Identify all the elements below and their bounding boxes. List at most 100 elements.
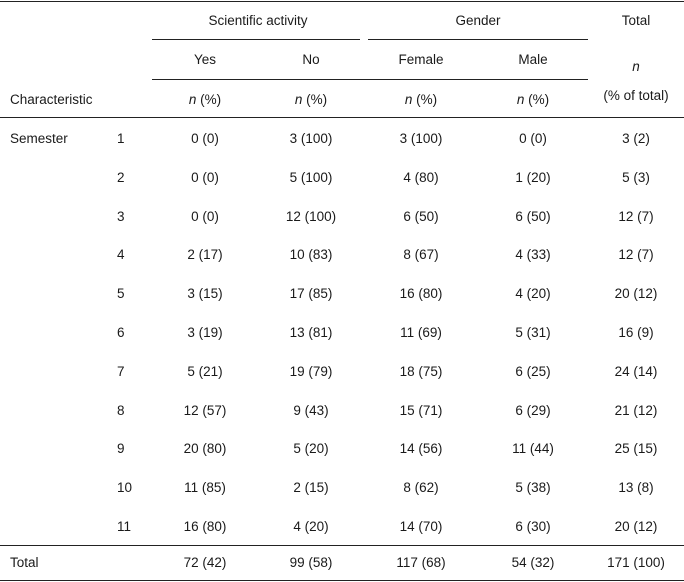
cell-no: 12 (100) [285, 209, 337, 224]
cell-total: 16 (9) [618, 325, 654, 340]
cell-female: 14 (56) [399, 441, 443, 456]
total-row-female: 117 (68) [396, 555, 446, 570]
cell-yes: 3 (15) [187, 286, 223, 301]
cell-yes: 2 (17) [187, 247, 223, 262]
cell-female: 18 (75) [399, 364, 443, 379]
cell-female: 14 (70) [399, 519, 443, 534]
unit-yes: n (%) [189, 92, 221, 108]
cell-no: 4 (20) [293, 519, 329, 534]
scientific-group-rule [152, 39, 360, 40]
top-rule [0, 1, 684, 2]
cell-male: 6 (25) [515, 364, 551, 379]
unit-pct: (%) [302, 92, 328, 107]
cell-label: 5 [117, 286, 125, 301]
unit-n: n [294, 92, 303, 107]
cell-female: 8 (67) [403, 247, 439, 262]
cell-female: 6 (50) [403, 209, 439, 224]
cell-no: 17 (85) [289, 286, 333, 301]
unit-female: n (%) [405, 92, 437, 108]
total-row-no: 99 (58) [289, 555, 333, 570]
cell-yes: 20 (80) [183, 441, 227, 456]
cell-male: 4 (20) [515, 286, 551, 301]
cell-female: 3 (100) [399, 131, 443, 146]
cell-no: 5 (20) [293, 441, 329, 456]
cell-total: 13 (8) [618, 480, 654, 495]
cell-label: 7 [117, 364, 125, 379]
cell-total: 25 (15) [614, 441, 658, 456]
unit-pct: (%) [524, 92, 550, 107]
cell-total: 20 (12) [614, 286, 658, 301]
cell-label: 4 [117, 247, 125, 262]
subheader-no: No [302, 52, 320, 67]
stub-header-characteristic: Characteristic [10, 92, 93, 107]
group-header-total: Total [621, 13, 651, 28]
gender-group-rule [368, 39, 588, 40]
cell-label: 3 [117, 209, 125, 224]
cell-yes: 0 (0) [191, 131, 219, 146]
total-row-yes: 72 (42) [183, 555, 227, 570]
row-group-semester: Semester [10, 131, 68, 146]
cell-male: 1 (20) [515, 170, 551, 185]
unit-pct: (%) [412, 92, 438, 107]
unit-male: n (%) [517, 92, 549, 108]
cell-label: 9 [117, 441, 125, 456]
cell-total: 21 (12) [614, 403, 658, 418]
group-header-scientific-activity: Scientific activity [208, 13, 308, 28]
cell-no: 2 (15) [293, 480, 329, 495]
cell-male: 5 (31) [515, 325, 551, 340]
group-header-gender: Gender [455, 13, 501, 28]
unit-no: n (%) [295, 92, 327, 108]
unit-n: n [188, 92, 197, 107]
cell-male: 5 (38) [515, 480, 551, 495]
cell-no: 3 (100) [289, 131, 333, 146]
total-row-label: Total [10, 555, 39, 570]
cell-male: 4 (33) [515, 247, 551, 262]
unit-pct: (%) [196, 92, 222, 107]
cell-label: 1 [117, 131, 125, 146]
cell-yes: 5 (21) [187, 364, 223, 379]
cell-female: 16 (80) [399, 286, 443, 301]
cell-yes: 12 (57) [183, 403, 227, 418]
total-row-rule [0, 545, 684, 546]
cell-male: 6 (29) [515, 403, 551, 418]
cell-no: 13 (81) [289, 325, 333, 340]
cell-no: 9 (43) [293, 403, 329, 418]
cell-label: 6 [117, 325, 125, 340]
cell-no: 10 (83) [289, 247, 333, 262]
cell-label: 8 [117, 403, 125, 418]
cell-yes: 11 (85) [184, 480, 226, 495]
subheader-yes: Yes [193, 52, 217, 67]
total-row-total: 171 (100) [607, 555, 665, 570]
cell-label: 10 [117, 480, 133, 495]
cell-total: 12 (7) [618, 209, 654, 224]
unit-n: n [516, 92, 525, 107]
cell-total: 24 (14) [614, 364, 658, 379]
subheader-rule [152, 79, 588, 80]
total-row-male: 54 (32) [511, 555, 555, 570]
cell-male: 6 (30) [515, 519, 551, 534]
cell-total: 5 (3) [622, 170, 650, 185]
cell-female: 11 (69) [400, 325, 442, 340]
total-unit-pct: (% of total) [603, 88, 669, 103]
subheader-male: Male [518, 52, 548, 67]
total-unit-n: n [632, 59, 640, 74]
cell-female: 4 (80) [403, 170, 439, 185]
cell-female: 15 (71) [399, 403, 443, 418]
cell-male: 6 (50) [515, 209, 551, 224]
cell-total: 3 (2) [622, 131, 650, 146]
cell-no: 5 (100) [289, 170, 333, 185]
bottom-rule [0, 580, 684, 581]
cell-total: 20 (12) [614, 519, 658, 534]
cell-label: 2 [117, 170, 125, 185]
cell-male: 11 (44) [512, 441, 554, 456]
cell-yes: 3 (19) [187, 325, 223, 340]
cell-yes: 0 (0) [191, 170, 219, 185]
subheader-female: Female [398, 52, 444, 67]
cell-no: 19 (79) [289, 364, 333, 379]
header-bottom-rule [0, 117, 684, 118]
cell-yes: 16 (80) [183, 519, 227, 534]
cell-total: 12 (7) [618, 247, 654, 262]
cell-label: 11 [117, 519, 132, 534]
cell-female: 8 (62) [403, 480, 439, 495]
cell-male: 0 (0) [519, 131, 547, 146]
